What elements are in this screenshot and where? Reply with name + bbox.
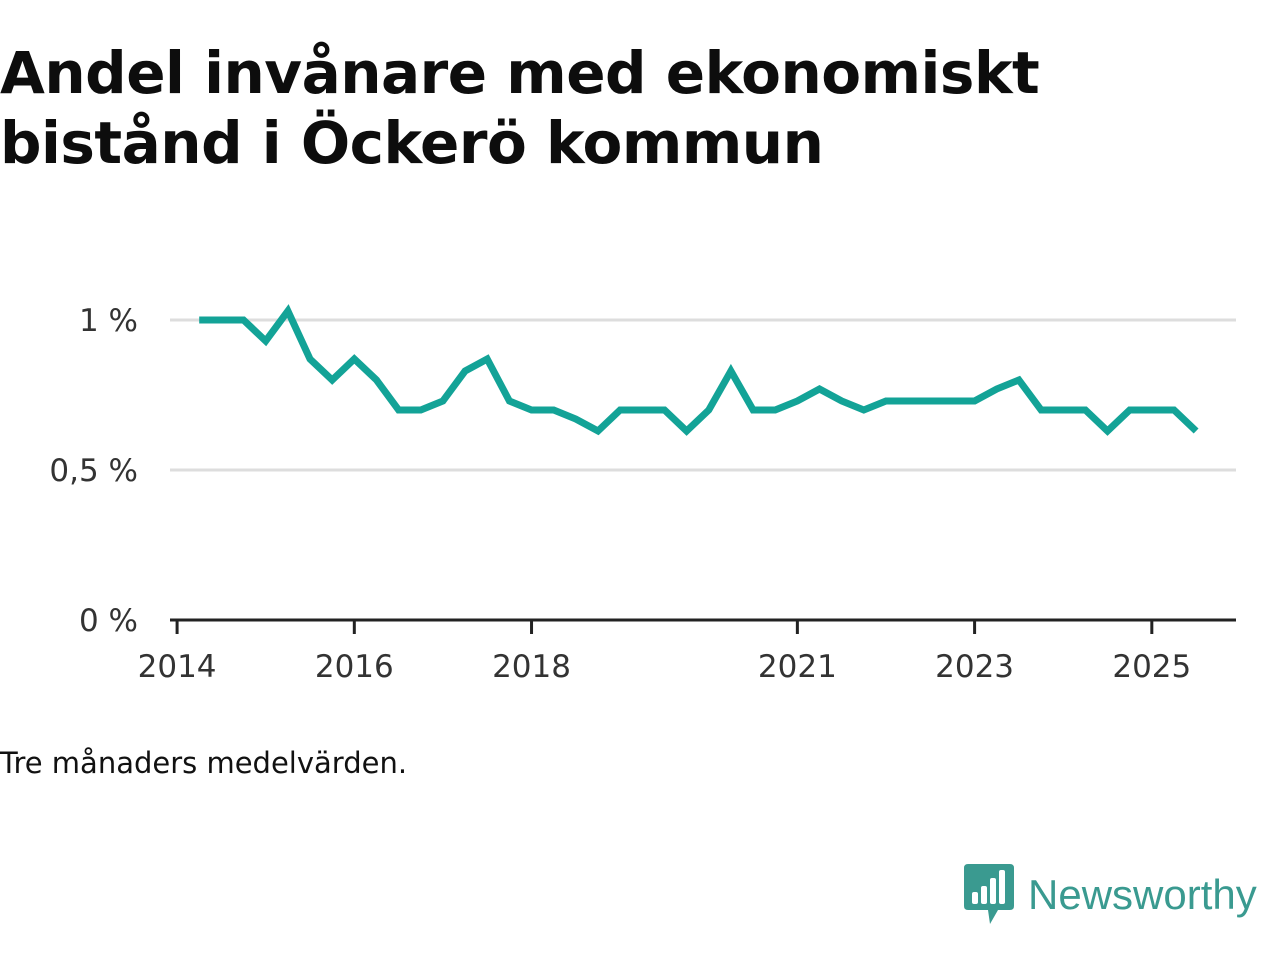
x-tick-label: 2016: [315, 649, 394, 685]
y-tick-label: 0 %: [79, 603, 138, 639]
y-tick-label: 0,5 %: [49, 453, 138, 489]
y-tick-label: 1 %: [79, 303, 138, 339]
brand-name: Newsworthy: [1028, 871, 1257, 918]
x-tick-label: 2025: [1112, 649, 1191, 685]
x-tick-label: 2021: [758, 649, 837, 685]
x-tick-label: 2018: [492, 649, 571, 685]
brand-logo: Newsworthy: [964, 864, 1257, 926]
series-line: [199, 304, 1199, 436]
line-chart: 0 % 0,5 % 1 % 2014 2016 2018 2021 2023 2025: [49, 303, 1236, 685]
y-axis-ticks: 0 % 0,5 % 1 %: [49, 303, 138, 639]
gridlines: [170, 318, 1236, 472]
x-tick-label: 2023: [935, 649, 1014, 685]
x-axis-ticks: 2014 2016 2018 2021 2023 2025: [138, 620, 1191, 685]
series-layer: [199, 304, 1199, 436]
x-tick-label: 2014: [138, 649, 217, 685]
footnote: Tre månaders medelvärden.: [0, 746, 408, 780]
chart-title: Andel invånare med ekonomiskt bistånd i …: [0, 39, 1040, 177]
bar-chart-speech-icon: [964, 864, 1014, 924]
